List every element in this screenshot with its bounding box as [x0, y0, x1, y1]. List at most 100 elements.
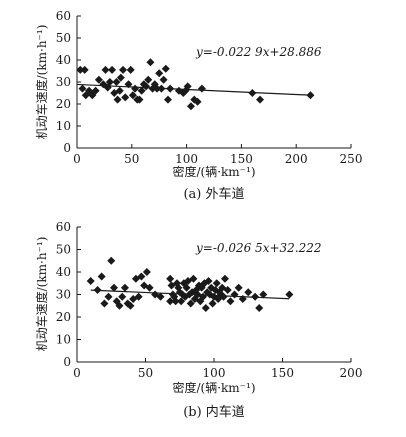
chart-a-y-tick-label: 0: [63, 141, 71, 155]
chart-a-point: [112, 78, 121, 86]
chart-a-point: [115, 86, 124, 95]
chart-b-point: [182, 283, 191, 292]
chart-b-point: [134, 292, 143, 301]
chart-b-point: [115, 301, 124, 310]
chart-b: 0 50 100 150 200 0 10 20 30 40 50 60 机动车速度/(km·h⁻¹)…: [34, 220, 362, 420]
chart-a-point: [108, 65, 117, 74]
chart-a-point: [113, 95, 122, 104]
chart-b-point: [223, 286, 232, 294]
chart-b-point: [199, 292, 208, 301]
chart-b-caption: (b) 内车道: [183, 404, 245, 420]
chart-b-point: [285, 290, 294, 299]
chart-a-point: [124, 80, 133, 89]
chart-b-point: [137, 272, 146, 281]
chart-b-y-tick-label: 50: [56, 243, 71, 257]
chart-a-point: [116, 73, 125, 82]
chart-b-point: [230, 290, 239, 299]
chart-b-point: [156, 292, 165, 301]
chart-a-point: [121, 93, 130, 102]
chart-a-trendline: [76, 83, 313, 96]
chart-a-point: [126, 65, 135, 74]
chart-a-point: [94, 75, 103, 84]
chart-a-point: [153, 84, 162, 93]
chart-b-point: [86, 277, 95, 285]
chart-a-point: [183, 82, 192, 91]
chart-a-y-tick-label: 20: [56, 97, 71, 111]
chart-a-x-tick-label: 150: [230, 152, 253, 166]
chart-a-point: [128, 91, 137, 100]
chart-b-point: [201, 304, 210, 312]
chart-a-point: [163, 95, 172, 104]
chart-b-point: [234, 283, 243, 292]
chart-b-y-tick-label: 20: [56, 310, 71, 324]
chart-b-point: [244, 288, 253, 297]
chart-b-x-tick-label: 50: [138, 366, 153, 380]
chart-b-x-tick-label: 100: [203, 366, 226, 380]
chart-b-x-tick-label: 200: [340, 366, 363, 380]
chart-a-point: [135, 95, 144, 104]
chart-b-point: [212, 279, 221, 288]
chart-a-y-tick-label: 10: [56, 119, 71, 133]
chart-b-point: [109, 283, 118, 292]
chart-a-point: [146, 58, 155, 67]
chart-b-point: [177, 297, 186, 306]
chart-a-point: [306, 91, 315, 100]
chart-a-point: [166, 84, 175, 93]
chart-b-ticks: 0 50 100 150 200 0 10 20 30 40 50 60: [56, 220, 363, 380]
chart-b-point: [142, 268, 151, 276]
chart-a-point: [101, 65, 110, 74]
chart-a-point: [131, 84, 140, 93]
chart-a-point: [91, 86, 100, 95]
chart-b-point: [97, 272, 106, 281]
chart-a-caption: (a) 外车道: [183, 186, 244, 202]
chart-b-equation: y=-0.026 5x+32.222: [195, 241, 322, 255]
chart-b-point: [186, 299, 195, 308]
chart-a-point: [193, 97, 202, 106]
chart-b-point: [171, 297, 180, 306]
chart-b-point: [126, 301, 135, 310]
chart-a-y-tick-label: 30: [56, 75, 71, 89]
chart-b-point: [208, 299, 217, 308]
chart-a-y-tick-label: 60: [56, 9, 71, 23]
chart-a-x-tick-label: 100: [175, 152, 198, 166]
chart-a-y-axis-label: 机动车速度/(km·h⁻¹): [34, 25, 49, 140]
chart-a-point: [78, 84, 87, 93]
chart-b-x-tick-label: 150: [271, 366, 294, 380]
chart-b-points: [86, 256, 294, 312]
chart-a-point: [161, 64, 170, 73]
chart-a-y-tick-label: 40: [56, 53, 71, 67]
chart-a-point: [105, 78, 114, 86]
chart-a-point: [155, 69, 164, 78]
chart-b-point: [204, 277, 213, 285]
chart-b-point: [259, 290, 268, 299]
chart-b-y-tick-label: 60: [56, 220, 71, 234]
chart-a-x-tick-label: 0: [73, 152, 81, 166]
chart-b-point: [251, 292, 260, 301]
chart-b-point: [100, 299, 109, 308]
chart-a-point: [256, 95, 265, 104]
chart-b-y-axis-label: 机动车速度/(km·h⁻¹): [34, 237, 49, 352]
chart-a-points: [76, 58, 315, 111]
chart-b-point: [219, 292, 228, 301]
chart-a-x-tick-label: 200: [285, 152, 308, 166]
chart-a-equation: y=-0.022 9x+28.886: [195, 45, 322, 59]
chart-b-point: [166, 274, 175, 283]
chart-a-point: [137, 86, 146, 95]
chart-a-point: [186, 102, 195, 111]
chart-b-point: [220, 274, 229, 283]
chart-b-y-tick-label: 40: [56, 265, 71, 279]
chart-a-point: [197, 84, 206, 93]
chart-a-x-tick-label: 50: [124, 152, 139, 166]
chart-a-point: [119, 65, 128, 74]
chart-b-point: [145, 283, 154, 292]
chart-a-ticks: 0 50 100 150 200 250 0 10 20 30 40 50 60: [56, 9, 363, 166]
chart-b-point: [166, 297, 175, 306]
chart-b-point: [104, 292, 113, 301]
chart-b-point: [189, 274, 198, 283]
chart-b-point: [118, 292, 127, 301]
chart-b-y-tick-label: 30: [56, 288, 71, 302]
chart-a-x-tick-label: 250: [340, 152, 363, 166]
chart-b-point: [226, 297, 235, 306]
chart-b-y-tick-label: 10: [56, 333, 71, 347]
